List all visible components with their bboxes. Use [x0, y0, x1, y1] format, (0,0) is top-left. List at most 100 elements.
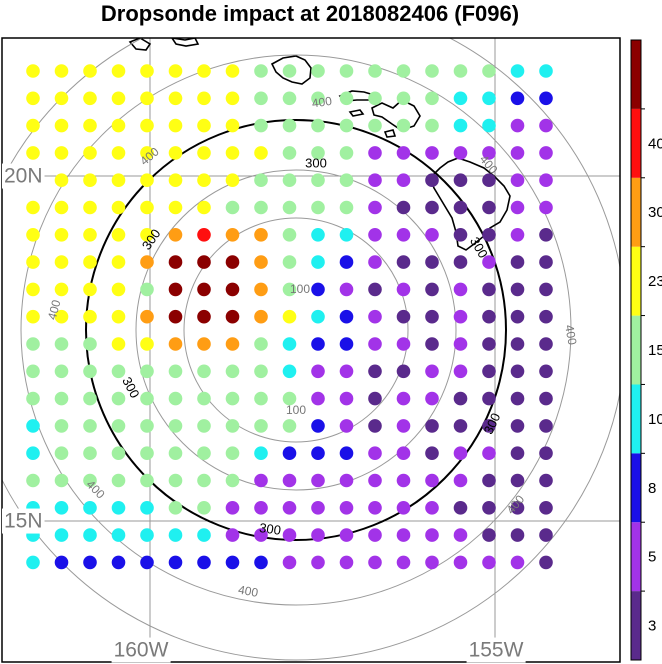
impact-dot: [339, 419, 354, 433]
map-title: Dropsonde impact at 2018082406 (F096): [100, 1, 520, 26]
impact-dot: [83, 391, 97, 406]
impact-dot: [140, 473, 154, 488]
impact-dot: [168, 446, 183, 461]
impact-dot: [339, 146, 354, 160]
impact-dot: [396, 200, 411, 215]
impact-dot: [510, 228, 525, 242]
impact-dot: [225, 473, 240, 488]
impact-dot: [168, 91, 183, 106]
colorbar-segment: [631, 591, 641, 660]
impact-dot: [539, 309, 553, 324]
impact-dot: [140, 419, 154, 433]
impact-dot: [140, 309, 154, 324]
impact-dot: [510, 419, 525, 433]
impact-dot: [510, 91, 525, 106]
impact-dot: [510, 446, 525, 461]
impact-dot: [368, 64, 382, 78]
impact-dot: [396, 309, 411, 324]
impact-dot: [425, 419, 439, 433]
impact-dot: [197, 446, 211, 461]
impact-dot: [539, 419, 553, 433]
impact-dot: [26, 64, 40, 78]
impact-dot: [396, 419, 411, 433]
impact-dot: [339, 255, 354, 269]
impact-dot: [26, 118, 40, 133]
impact-dot: [168, 64, 183, 78]
impact-dot: [368, 501, 382, 515]
impact-dot: [396, 391, 411, 406]
ring-label-300: 300: [258, 520, 282, 538]
impact-dot: [453, 64, 468, 78]
impact-dot: [282, 282, 297, 297]
impact-dot: [539, 118, 553, 133]
impact-dot: [140, 446, 154, 461]
impact-dot: [168, 255, 183, 269]
impact-dot: [482, 419, 496, 433]
impact-dot: [425, 91, 439, 106]
impact-dot: [197, 309, 211, 324]
impact-dot: [396, 118, 411, 133]
impact-dot: [225, 419, 240, 433]
impact-dot: [197, 501, 211, 515]
impact-dot: [368, 309, 382, 324]
range-ring-300: [85, 119, 507, 541]
impact-dot: [368, 91, 382, 106]
impact-dot: [453, 473, 468, 488]
impact-dot: [111, 391, 126, 406]
impact-dot: [54, 528, 69, 542]
ring-label-400: 400: [45, 298, 64, 321]
impact-dot: [225, 64, 240, 78]
impact-dot: [396, 282, 411, 297]
impact-dot: [539, 91, 553, 106]
range-ring-100: [183, 217, 409, 443]
colorbar-tick-label: 8: [648, 480, 656, 497]
impact-dot: [482, 364, 496, 379]
impact-dot: [254, 282, 268, 297]
impact-dot: [425, 255, 439, 269]
impact-dot: [311, 200, 325, 215]
impact-dot: [111, 364, 126, 379]
impact-dot: [425, 200, 439, 215]
impact-dot: [83, 64, 97, 78]
impact-dot: [539, 391, 553, 406]
impact-dot: [453, 391, 468, 406]
impact-dot: [482, 282, 496, 297]
impact-dot: [453, 419, 468, 433]
impact-dot: [111, 473, 126, 488]
impact-dot: [111, 146, 126, 160]
impact-dot: [396, 91, 411, 106]
impact-dot: [140, 228, 154, 242]
colorbar-tick-label: 40: [648, 135, 662, 152]
impact-dot: [282, 228, 297, 242]
impact-dot: [453, 282, 468, 297]
ring-label-100: 100: [286, 403, 306, 417]
impact-dot: [425, 364, 439, 379]
impact-dot: [282, 146, 297, 160]
ring-label-400: 400: [237, 583, 259, 600]
impact-dot: [311, 91, 325, 106]
impact-dot: [425, 118, 439, 133]
impact-dot: [510, 364, 525, 379]
impact-dot: [368, 200, 382, 215]
impact-dot: [168, 173, 183, 187]
ring-label-400: 400: [504, 492, 528, 517]
impact-dot: [396, 228, 411, 242]
impact-dot: [83, 200, 97, 215]
impact-dot: [111, 309, 126, 324]
impact-dot: [111, 337, 126, 351]
impact-dot: [111, 555, 126, 570]
longitude-label: 160W: [114, 639, 169, 662]
impact-dot: [368, 255, 382, 269]
impact-dot: [368, 446, 382, 461]
ring-label-100: 100: [290, 282, 310, 296]
impact-dot: [510, 146, 525, 160]
impact-dot: [83, 146, 97, 160]
impact-dot: [396, 173, 411, 187]
colorbar-tick-label: 10: [648, 411, 662, 428]
impact-dot: [225, 173, 240, 187]
impact-dot: [197, 419, 211, 433]
impact-dot: [254, 118, 268, 133]
impact-dot: [282, 64, 297, 78]
impact-dot: [282, 200, 297, 215]
impact-dot: [539, 173, 553, 187]
